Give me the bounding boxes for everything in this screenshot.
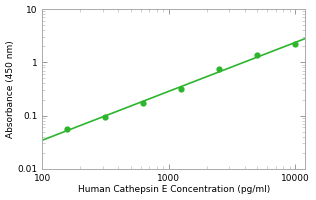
Y-axis label: Absorbance (450 nm): Absorbance (450 nm) [6, 40, 15, 138]
X-axis label: Human Cathepsin E Concentration (pg/ml): Human Cathepsin E Concentration (pg/ml) [78, 185, 270, 194]
